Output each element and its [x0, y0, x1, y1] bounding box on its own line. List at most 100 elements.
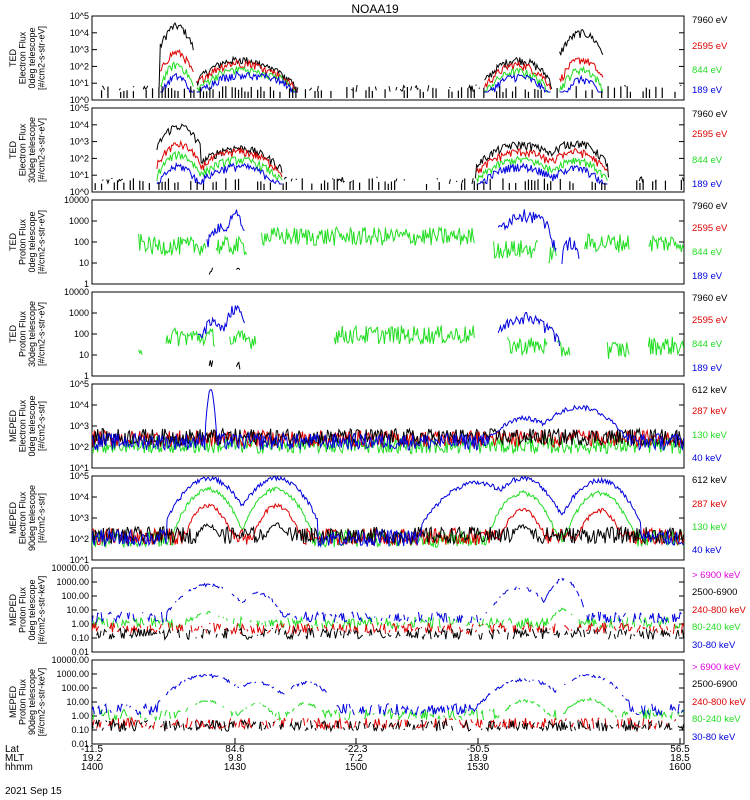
x-axis-value: 1500 [345, 762, 368, 773]
y-axis-label-line: 0deg telescope [27, 395, 37, 456]
y-axis-label: TEDElectron Flux0deg telescope[#/cm2-s-s… [8, 26, 47, 90]
legend-entry: 7960 eV [692, 109, 728, 120]
series-blue [206, 209, 580, 264]
y-axis-label: TEDProton Flux0deg telescope[#/cm2-s-str… [8, 210, 47, 274]
y-axis-label-line: TED [8, 232, 18, 251]
y-tick-label: 10^0 [70, 187, 89, 197]
y-axis-label-line: MEPED [8, 594, 18, 627]
y-tick-label: 0.10 [71, 725, 89, 735]
y-axis-label-line: TED [8, 48, 18, 67]
series-green [92, 697, 684, 722]
legend-entry: 844 eV [692, 155, 723, 166]
y-axis-label-line: Proton Flux [17, 218, 27, 265]
y-tick-label: 1 [84, 371, 89, 381]
y-axis-label-line: [#/cm2-s-str] [36, 493, 46, 543]
y-axis-label-line: Electron Flux [17, 491, 27, 544]
panel-2: 10^0 10^1 10^2 10^3 10^4 10^5 TEDElectron Flux… [8, 103, 728, 197]
x-axis-value: 18.9 [468, 753, 488, 764]
y-tick-label: 10^4 [70, 492, 89, 502]
y-axis-label-line: 90deg telescope [27, 669, 37, 735]
data-layer [92, 577, 684, 641]
series-black [208, 267, 241, 275]
x-axis-value: 19.2 [82, 753, 102, 764]
y-axis-label-line: Electron Flux [17, 123, 27, 176]
series-black [208, 360, 241, 370]
legend-entry: 80-240 keV [692, 622, 741, 633]
y-axis-label-line: [#/cm2-s-str] [36, 401, 46, 451]
y-tick-label: 10000 [64, 195, 89, 205]
date-label: 2021 Sep 15 [5, 786, 62, 797]
series-red [159, 48, 604, 93]
x-axis-row-label: Lat [5, 744, 19, 755]
data-layer [100, 22, 682, 98]
legend-entry: 844 eV [692, 65, 723, 76]
y-axis-label: MEPEDElectron Flux90deg telescope[#/cm2-… [8, 485, 47, 551]
panel-frame [91, 15, 685, 101]
y-axis-label-line: Electron Flux [17, 399, 27, 452]
y-tick-label: 10^1 [70, 78, 89, 88]
legend-entry: 612 keV [692, 385, 728, 396]
y-tick-label: 10^5 [70, 11, 89, 21]
y-axis-label: MEPEDElectron Flux0deg telescope[#/cm2-s… [8, 395, 47, 456]
panel-frame [91, 659, 685, 745]
y-axis-label: TEDElectron Flux30deg telescope[#/cm2-s-… [8, 117, 47, 183]
y-tick-label: 10^5 [70, 103, 89, 113]
legend-entry: 7960 eV [692, 293, 728, 304]
x-axis-value: -50.5 [467, 744, 490, 755]
y-axis-label-line: 0deg telescope [27, 579, 37, 640]
y-axis-label-line: [#/cm2-s-str-eV] [36, 210, 46, 274]
panel-1: 10^0 10^1 10^2 10^3 10^4 10^5 TEDElectron Flux… [8, 11, 728, 105]
series-green [160, 61, 604, 94]
x-axis-value: 1400 [81, 762, 104, 773]
legend-entry: 844 eV [692, 339, 723, 350]
legend-entry: 80-240 keV [692, 714, 741, 725]
sparse-ticks [100, 86, 676, 98]
series-blue [156, 161, 608, 185]
y-tick-label: 10000.00 [51, 655, 89, 665]
legend-entry: 130 keV [692, 522, 728, 533]
y-axis-label-line: Proton Flux [17, 678, 27, 725]
y-tick-label: 10^2 [70, 442, 89, 452]
y-axis-label: TEDProton Flux30deg telescope[#/cm2-s-st… [8, 301, 47, 367]
y-axis-label-line: Proton Flux [17, 586, 27, 633]
panel-frame [91, 567, 685, 653]
legend-entry: 2500-6900 [692, 679, 737, 690]
series-black [92, 522, 684, 546]
panel-6: 10^1 10^2 10^3 10^4 10^5 MEPEDElectron Flux90… [8, 471, 728, 565]
y-tick-label: 10^1 [70, 555, 89, 565]
y-tick-label: 10 [79, 258, 89, 268]
series-black [92, 718, 684, 733]
y-tick-label: 1000.00 [56, 669, 89, 679]
legend-entry: 189 eV [692, 179, 723, 190]
y-axis-label-line: [#/cm2-s-str-eV] [36, 302, 46, 366]
y-tick-label: 1000.00 [56, 577, 89, 587]
y-axis-label-line: MEPED [8, 686, 18, 719]
legend-entry: 2595 eV [692, 315, 728, 326]
legend-entry: 189 eV [692, 85, 723, 96]
series-blue [92, 476, 684, 549]
data-layer [92, 123, 684, 190]
legend-entry: 240-800 keV [692, 605, 747, 616]
y-axis-label-line: [#/cm2-s-str-keV] [36, 576, 46, 645]
y-tick-label: 10^1 [70, 463, 89, 473]
series-black [101, 22, 682, 92]
y-tick-label: 0.01 [71, 647, 89, 657]
y-axis-label-line: 0deg telescope [27, 211, 37, 272]
legend-entry: 287 keV [692, 406, 728, 417]
y-axis-label-line: MEPED [8, 502, 18, 535]
y-axis-label-line: [#/cm2-s-str-eV] [36, 26, 46, 90]
x-axis-value: 7.2 [349, 753, 363, 764]
legend-entry: 240-800 keV [692, 697, 747, 708]
legend-entry: 7960 eV [692, 201, 728, 212]
y-axis-label-line: TED [8, 324, 18, 343]
y-tick-label: 10^3 [70, 137, 89, 147]
legend-entry: 2595 eV [692, 41, 728, 52]
y-axis-label-line: [#/cm2-s-str-eV] [36, 118, 46, 182]
panel-4: 1 10 100 1000 10000 TEDProton Flux30deg teles… [8, 287, 728, 381]
series-black [101, 123, 684, 185]
panel-frame [91, 107, 685, 193]
y-tick-label: 10^5 [70, 471, 89, 481]
y-tick-label: 10^4 [70, 120, 89, 130]
data-layer [138, 209, 684, 275]
